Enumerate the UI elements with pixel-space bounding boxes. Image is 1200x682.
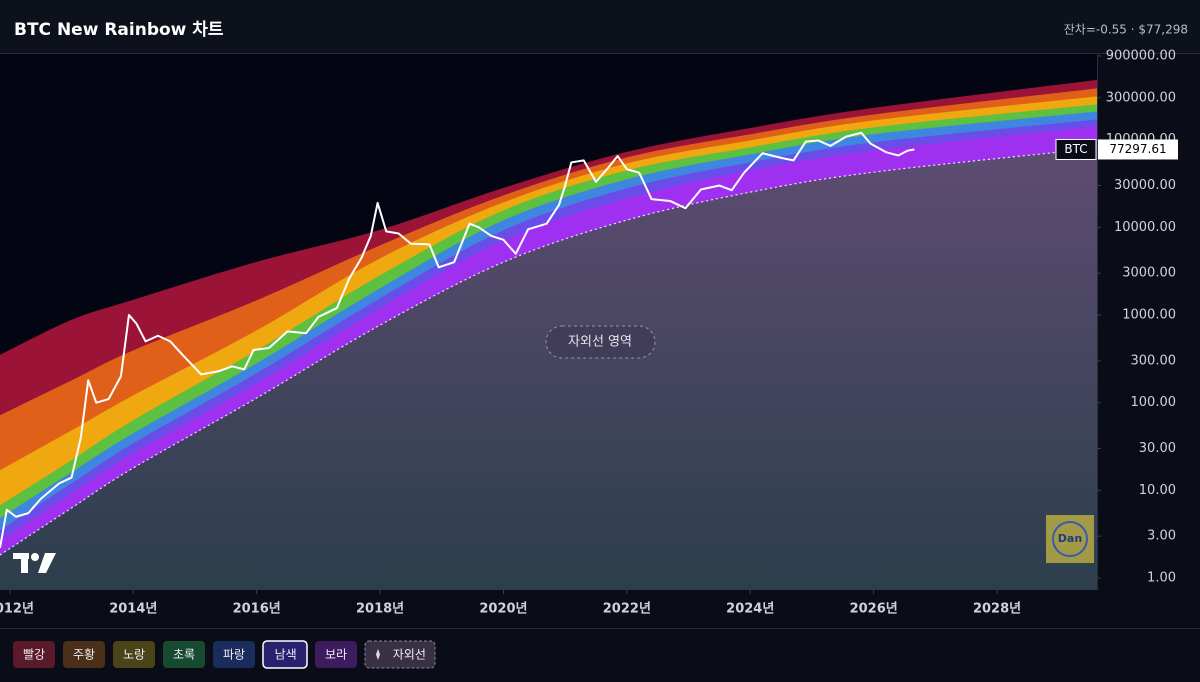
legend-label[interactable]: 파랑 [223,648,245,662]
legend-label[interactable]: 보라 [325,648,347,662]
price-value-box [1098,139,1178,160]
legend-button-bg[interactable] [63,641,105,668]
watermark-ring [1052,521,1088,557]
y-tick-label: 300000.00 [1106,90,1176,105]
legend-icon [376,649,380,660]
y-tick-label: 30.00 [1139,441,1176,456]
legend-label[interactable]: 주황 [73,648,95,662]
legend-label[interactable]: 자외선 [393,648,426,662]
legend-button[interactable]: 남색 [262,640,308,669]
x-tick-label: 2012년 [0,602,34,617]
legend-label[interactable]: 빨강 [23,648,45,662]
annotation-pill: 자외선 영역 [545,325,656,359]
legend-button[interactable]: 주황 [63,641,105,668]
price-name: BTC [1064,142,1087,156]
plot-area [0,79,1097,590]
legend-label[interactable]: 초록 [173,648,195,662]
legend: 빨강 주황 노랑 초록 파랑 남색 보라 자외선 [13,640,436,669]
price-name-box [1055,138,1097,160]
legend-label[interactable]: 노랑 [123,648,145,662]
legend-button-bg[interactable] [262,640,308,669]
tv-logo [13,553,56,573]
x-tick-label: 2018년 [356,602,404,617]
legend-button-bg[interactable] [364,640,436,669]
tv-logo-part [38,553,56,573]
price-value: 77297.61 [1109,142,1166,156]
legend-button-bg[interactable] [163,641,205,668]
legend-button-bg[interactable] [113,641,155,668]
y-tick-label: 10000.00 [1114,220,1176,235]
x-tick-label: 2024년 [726,602,774,617]
x-tick-label: 2022년 [603,602,651,617]
y-tick-label: 3.00 [1147,529,1176,544]
tv-logo-part [21,553,28,573]
overlay: Dan [13,515,1094,573]
watermark: Dan [1058,532,1082,545]
legend-button[interactable]: 빨강 [13,641,55,668]
tv-logo-part [31,553,39,561]
y-tick-label: 900000.00 [1106,49,1176,64]
x-tick-label: 2020년 [479,602,527,617]
y-tick-label: 300.00 [1131,353,1177,368]
legend-button-bg[interactable] [13,641,55,668]
support-line [0,147,1097,556]
legend-button-bg[interactable] [315,641,357,668]
chart-title: BTC New Rainbow 차트 [14,20,224,40]
y-tick-label: 10.00 [1139,483,1176,498]
y-tick-label: 3000.00 [1122,266,1176,281]
y-tick-label: 1.00 [1147,571,1176,586]
x-axis-panel [0,590,1097,628]
price-line [0,131,915,549]
x-tick-label: 2016년 [233,602,281,617]
watermark-badge: Dan [1046,515,1094,563]
legend-label[interactable]: 남색 [275,648,297,662]
annotation-bg [545,325,656,359]
rainbow-band [0,79,1097,416]
legend-button[interactable]: 노랑 [113,641,155,668]
legend-button[interactable]: 자외선 [364,640,436,669]
x-tick-label: 2028년 [973,602,1021,617]
x-tick-label: 2026년 [850,602,898,617]
legend-button[interactable]: 파랑 [213,641,255,668]
header [0,0,1200,53]
legend-button-bg[interactable] [213,641,255,668]
stats: 잔차=-0.55 · $77,298 [1064,23,1188,37]
y-tick-label: 1000.00 [1122,308,1176,323]
uv-area [0,148,1097,590]
annotation: 자외선 영역 [568,335,632,350]
axes: 1.00 3.00 10.00 30.00 100.00 300.00 1000.00 300… [0,49,1178,617]
legend-button[interactable]: 초록 [163,641,205,668]
y-tick-label: 30000.00 [1114,178,1176,193]
x-tick-label: 2014년 [109,602,157,617]
legend-button[interactable]: 보라 [315,641,357,668]
y-tick-label: 100.00 [1131,395,1177,410]
